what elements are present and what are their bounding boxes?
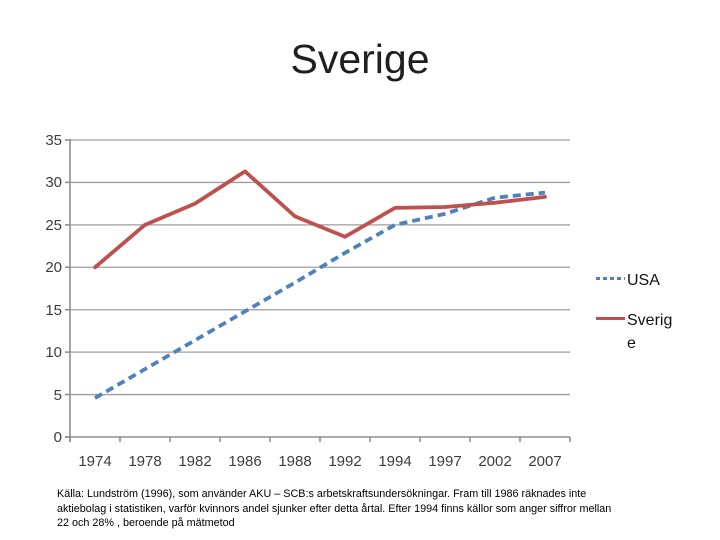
legend-line-sample <box>596 317 625 320</box>
slide-title: Sverige <box>290 36 430 82</box>
x-tick-label: 1997 <box>428 453 462 470</box>
x-tick-label: 1988 <box>278 453 312 470</box>
footnote-line: Källa: Lundström (1996), som använder AK… <box>57 488 587 500</box>
chart-legend: USA Sverige <box>596 269 675 372</box>
x-tick-label: 1982 <box>178 453 212 470</box>
y-tick-label: 0 <box>53 429 62 446</box>
y-tick-label: 10 <box>45 344 62 362</box>
x-tick-label: 1974 <box>78 453 112 470</box>
y-tick-label: 5 <box>53 386 62 404</box>
y-tick-label: 15 <box>45 301 62 319</box>
y-tick-label: 20 <box>45 259 62 277</box>
legend-item-sverige: Sverige <box>596 309 675 355</box>
y-tick-label: 25 <box>45 216 62 234</box>
legend-label: USA <box>627 272 660 289</box>
y-tick-label: 30 <box>45 174 62 192</box>
legend-line-sample <box>596 277 625 280</box>
x-tick-label: 1992 <box>328 453 362 470</box>
source-footnote: Källa: Lundström (1996), som använder AK… <box>57 487 662 531</box>
y-tick-label: 35 <box>45 132 62 149</box>
x-tick-label: 2007 <box>528 453 562 470</box>
x-tick-label: 1986 <box>228 453 262 470</box>
legend-item-usa: USA <box>596 269 675 292</box>
footnote-line: aktiebolag i statistiken, varför kvinnor… <box>57 502 612 515</box>
x-tick-label: 2002 <box>478 453 512 470</box>
x-tick-label: 1978 <box>128 453 162 470</box>
x-tick-label: 1994 <box>378 453 412 470</box>
series-line-sverige <box>93 169 547 270</box>
footnote-line: 22 och 28% , beroende på mätmetod <box>57 517 235 530</box>
series-line-usa <box>94 190 546 400</box>
legend-label: Sverige <box>627 312 673 352</box>
